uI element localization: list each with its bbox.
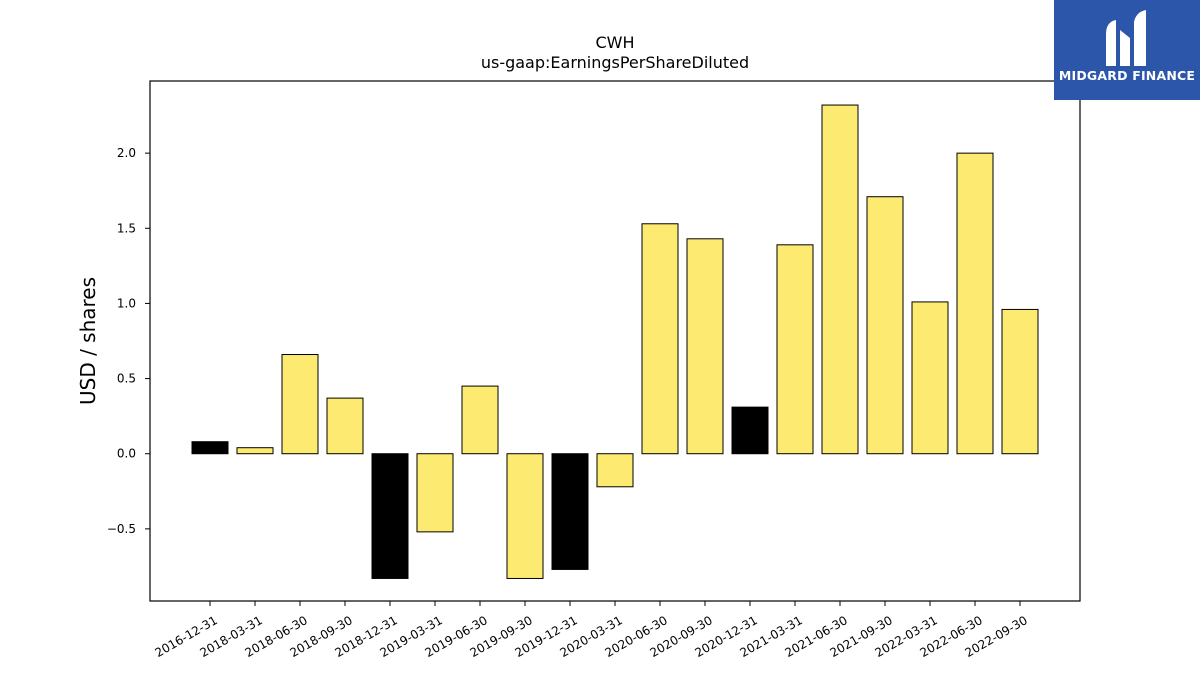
bar-2018-09-30 <box>326 397 364 455</box>
chart-title: CWH <box>595 33 634 52</box>
bars-group <box>191 104 1039 579</box>
bar-2019-12-31 <box>551 453 589 570</box>
bar-2020-03-31 <box>596 453 634 488</box>
y-tick-label: 0.0 <box>117 447 136 461</box>
bar-2016-12-31 <box>191 441 229 455</box>
bar-2021-03-31 <box>776 244 814 455</box>
bar-2019-09-30 <box>506 453 544 579</box>
x-ticks-group: 2016-12-312018-03-312018-06-302018-09-30… <box>152 601 1030 660</box>
y-tick-label: 2.0 <box>117 146 136 160</box>
y-tick-label: 1.0 <box>117 296 136 310</box>
bar-2021-09-30 <box>866 196 904 455</box>
bar-2018-06-30 <box>281 354 319 455</box>
bar-2019-03-31 <box>416 453 454 533</box>
bar-2019-06-30 <box>461 385 499 455</box>
bar-2021-06-30 <box>821 104 859 455</box>
y-tick-label: 0.5 <box>117 372 136 386</box>
bar-2020-12-31 <box>731 406 769 455</box>
bar-2022-09-30 <box>1001 308 1039 455</box>
bar-2020-06-30 <box>641 223 679 455</box>
bar-2018-12-31 <box>371 453 409 579</box>
bar-2022-06-30 <box>956 152 994 455</box>
logo-text: MIDGARD FINANCE <box>1058 68 1196 83</box>
y-ticks-group: −0.5 0.0 0.5 1.0 1.5 2.0 <box>107 146 150 536</box>
y-tick-label: 1.5 <box>117 221 136 235</box>
y-axis-label: USD / shares <box>76 277 100 405</box>
bar-2018-03-31 <box>236 447 274 455</box>
logo-mark-icon <box>1106 10 1146 66</box>
chart-subtitle: us-gaap:EarningsPerShareDiluted <box>481 53 749 72</box>
y-tick-label: −0.5 <box>107 522 136 536</box>
midgard-finance-logo: MIDGARD FINANCE <box>1054 0 1200 100</box>
plot-frame <box>149 80 1081 602</box>
bar-2022-03-31 <box>911 301 949 455</box>
bar-2020-09-30 <box>686 238 724 455</box>
